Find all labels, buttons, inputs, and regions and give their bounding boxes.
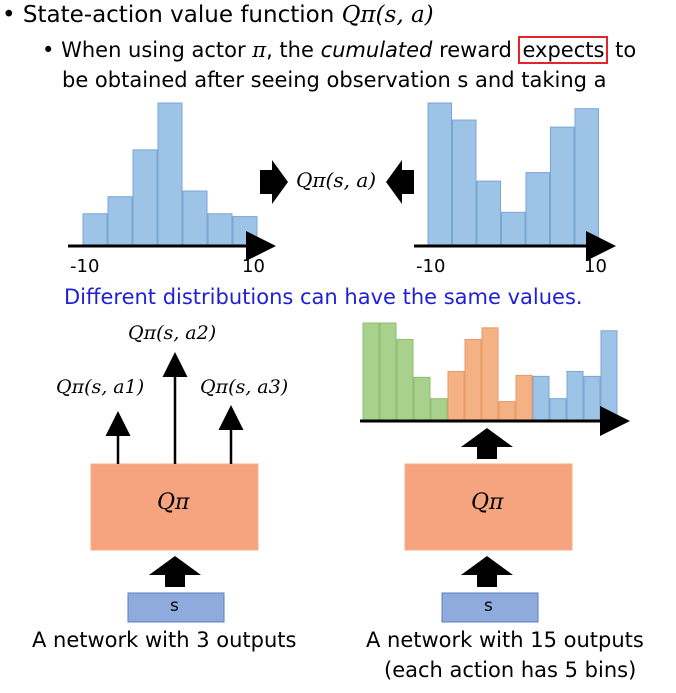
histogram-right bbox=[427, 102, 599, 246]
histogram-15-blue-bar-5 bbox=[600, 330, 618, 421]
histogram-left bbox=[82, 102, 258, 246]
bullet-2-line-2: be obtained after seeing observation s a… bbox=[62, 68, 607, 92]
histogram-left-bar-5 bbox=[182, 190, 208, 246]
right-input-arrow-icon bbox=[461, 556, 513, 587]
output-label-a2: Qπ(s, a2) bbox=[128, 322, 217, 344]
histogram-left-bar-4 bbox=[157, 102, 183, 246]
bullet-1-math: Qπ(s, a) bbox=[341, 2, 434, 28]
histogram-15-green-bar-2 bbox=[379, 322, 397, 421]
bullet-2-text-a: When using actor bbox=[61, 38, 253, 62]
bullet-2-text-c: reward bbox=[432, 38, 519, 62]
center-q-label: Qπ(s, a) bbox=[296, 168, 377, 192]
histogram-15-green-bar-1 bbox=[362, 322, 380, 421]
output-label-a3: Qπ(s, a3) bbox=[200, 376, 289, 398]
bullet-1-text: State-action value function bbox=[22, 2, 342, 28]
histogram-15-orange-bar-3 bbox=[481, 327, 499, 421]
histogram-right-bar-1 bbox=[427, 102, 452, 246]
bullet-2-italic: cumulated bbox=[320, 38, 433, 62]
histogram-15-green-bar-4 bbox=[413, 376, 431, 421]
histogram-left-bar-7 bbox=[232, 216, 258, 246]
histogram-15-orange-bar-4 bbox=[498, 401, 516, 421]
right-input-label: s bbox=[484, 596, 493, 616]
histogram-left-bar-2 bbox=[107, 196, 133, 246]
note-text: Different distributions can have the sam… bbox=[64, 285, 583, 309]
actor-symbol: π bbox=[252, 38, 267, 62]
right-network-label: Qπ bbox=[471, 490, 504, 515]
left-input-box bbox=[127, 592, 225, 623]
histogram-left-bar-1 bbox=[82, 213, 108, 246]
right-caption-line-1: A network with 15 outputs bbox=[366, 628, 644, 652]
bullet-2-text-d: to bbox=[608, 38, 637, 62]
output-label-a1: Qπ(s, a1) bbox=[56, 376, 145, 398]
histogram-right-bar-2 bbox=[452, 119, 477, 246]
left-caption: A network with 3 outputs bbox=[32, 628, 297, 652]
bullet-dot: • bbox=[42, 38, 55, 62]
histogram-15-orange-bar-2 bbox=[464, 338, 482, 421]
right-output-arrow-icon bbox=[461, 428, 513, 459]
histogram-left-tick-max: 10 bbox=[242, 256, 265, 277]
histogram-15-blue-bar-3 bbox=[566, 371, 584, 421]
histogram-15-green-bar-5 bbox=[430, 398, 448, 421]
bullet-dot: • bbox=[2, 2, 16, 28]
left-network-label: Qπ bbox=[157, 490, 190, 515]
bullet-2-text-b: , the bbox=[266, 38, 321, 62]
histogram-15-bins bbox=[362, 322, 618, 421]
histogram-right-bar-3 bbox=[476, 180, 501, 246]
histogram-left-tick-min: -10 bbox=[70, 256, 100, 277]
left-input-label: s bbox=[170, 596, 179, 616]
histogram-right-bar-7 bbox=[574, 108, 599, 246]
right-input-box bbox=[441, 592, 539, 623]
histogram-right-bar-4 bbox=[501, 211, 526, 246]
histogram-15-orange-bar-5 bbox=[515, 374, 533, 421]
bullet-1: • State-action value function Qπ(s, a) bbox=[2, 2, 434, 28]
right-caption-line-2: (each action has 5 bins) bbox=[384, 658, 637, 682]
histogram-right-bar-5 bbox=[525, 172, 550, 246]
histogram-left-bar-3 bbox=[132, 149, 158, 246]
left-input-arrow-icon bbox=[149, 556, 201, 587]
arrow-left-icon bbox=[386, 160, 414, 204]
arrow-right-icon bbox=[260, 160, 288, 204]
histogram-left-bar-6 bbox=[207, 213, 233, 246]
left-network-box bbox=[90, 463, 259, 551]
histogram-15-green-bar-3 bbox=[396, 338, 414, 421]
histogram-15-blue-bar-2 bbox=[549, 398, 567, 421]
histogram-15-orange-bar-1 bbox=[447, 371, 465, 421]
histogram-15-blue-bar-1 bbox=[532, 375, 550, 421]
expects-highlight: expects bbox=[518, 36, 609, 64]
right-network-box bbox=[404, 463, 573, 551]
histogram-15-blue-bar-4 bbox=[583, 375, 601, 421]
histogram-right-tick-min: -10 bbox=[416, 256, 446, 277]
bullet-2-line-1: • When using actor π, the cumulated rewa… bbox=[42, 36, 637, 64]
histogram-right-bar-6 bbox=[550, 126, 575, 246]
histogram-right-tick-max: 10 bbox=[584, 256, 607, 277]
